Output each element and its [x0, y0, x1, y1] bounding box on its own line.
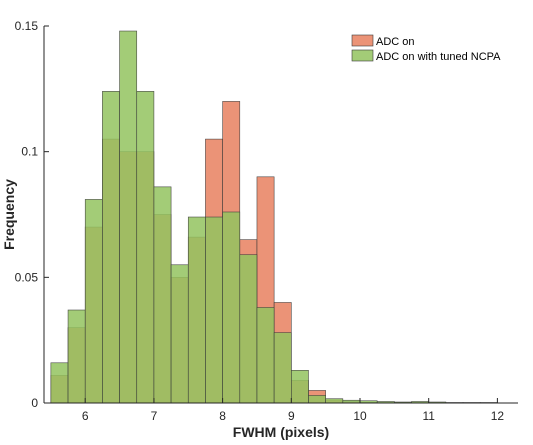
series-2-bar-8 — [170, 264, 189, 404]
x-tick-label: 11 — [422, 409, 435, 423]
series-2-bars — [50, 30, 498, 404]
series-2-bar-10 — [205, 216, 223, 404]
x-tick-label: 7 — [151, 409, 158, 423]
series-2-bar-11 — [222, 211, 241, 404]
series-2-bar-16 — [308, 395, 326, 404]
y-tick-label: 0 — [31, 396, 38, 410]
y-tick-label: 0.05 — [15, 270, 39, 284]
y-tick-label: 0.1 — [21, 145, 38, 159]
series-2-bar-12 — [239, 254, 258, 404]
y-tick-label: 0.15 — [15, 19, 39, 33]
series-2-bar-1 — [50, 362, 69, 404]
x-tick-label: 12 — [491, 409, 505, 423]
x-tick-label: 6 — [82, 409, 89, 423]
x-tick-label: 9 — [288, 409, 295, 423]
legend-swatch-2 — [351, 49, 374, 62]
legend: ADC on ADC on with tuned NCPA — [351, 34, 501, 63]
legend-label-1: ADC on — [376, 36, 415, 48]
series-2-bar-17 — [325, 398, 344, 404]
legend-label-2: ADC on with tuned NCPA — [376, 51, 501, 63]
ticks-layer: 6 7 8 9 10 11 12 0 0.05 0.1 0.15 — [15, 19, 505, 423]
series-2-bar-3 — [84, 199, 103, 404]
x-tick-label: 10 — [353, 409, 367, 423]
series-2-bar-13 — [256, 307, 275, 404]
series-2-bar-5 — [119, 30, 138, 404]
series-2-bar-15 — [291, 370, 309, 404]
series-2-bar-6 — [136, 91, 155, 404]
x-tick-label: 8 — [219, 409, 226, 423]
series-2-bar-7 — [153, 186, 172, 404]
series-2-bar-2 — [67, 309, 86, 404]
y-axis-label: Frequency — [1, 179, 17, 250]
series-2-bar-14 — [273, 332, 292, 404]
series-2-bar-9 — [187, 216, 206, 404]
series-2-bar-4 — [102, 91, 120, 404]
axes-layer — [43, 26, 518, 404]
bars-layer — [50, 30, 498, 404]
legend-swatch-1 — [351, 34, 374, 47]
x-axis-label: FWHM (pixels) — [233, 424, 329, 440]
